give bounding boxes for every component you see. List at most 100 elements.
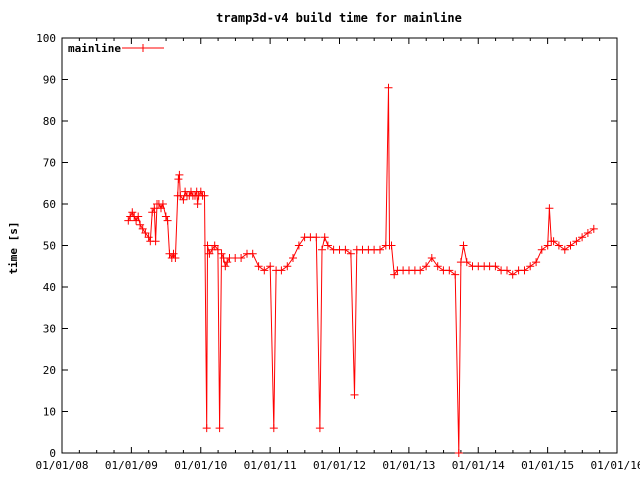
- data-point: [543, 241, 552, 250]
- data-point: [294, 241, 303, 250]
- data-point: [213, 245, 222, 254]
- legend-marker: [139, 44, 147, 52]
- y-tick-label: 20: [43, 364, 56, 377]
- data-point: [179, 195, 188, 204]
- data-point: [210, 241, 219, 250]
- data-point: [174, 175, 183, 184]
- data-point: [508, 270, 517, 279]
- data-point: [221, 262, 230, 271]
- data-point: [422, 262, 431, 271]
- data-point: [289, 254, 297, 262]
- data-point: [445, 266, 454, 275]
- data-point: [459, 241, 468, 250]
- data-point: [554, 241, 563, 250]
- data-point: [176, 191, 185, 200]
- data-point: [144, 233, 153, 242]
- y-tick-label: 90: [43, 74, 56, 87]
- data-point: [560, 245, 569, 254]
- data-point: [134, 212, 143, 221]
- data-point: [503, 266, 511, 275]
- y-tick-label: 100: [36, 32, 56, 45]
- data-point: [260, 266, 269, 275]
- chart-title: tramp3d-v4 build time for mainline: [216, 11, 462, 25]
- x-tick-label: 01/01/09: [105, 459, 158, 472]
- y-tick-label: 60: [43, 198, 56, 211]
- data-point: [451, 270, 460, 279]
- y-tick-label: 10: [43, 406, 56, 419]
- data-point: [196, 187, 205, 196]
- data-point: [202, 424, 211, 433]
- data-point: [583, 229, 592, 237]
- data-point: [283, 262, 292, 271]
- data-point: [549, 237, 558, 246]
- data-point: [545, 204, 554, 213]
- data-point: [237, 254, 246, 262]
- data-point: [141, 229, 150, 237]
- data-point: [433, 262, 442, 271]
- data-point: [454, 449, 463, 457]
- data-point: [171, 254, 180, 262]
- data-point: [163, 216, 172, 225]
- data-point: [537, 245, 546, 254]
- data-point: [215, 424, 224, 433]
- data-point: [387, 241, 396, 250]
- data-point: [462, 258, 471, 267]
- data-point: [124, 216, 133, 225]
- data-point: [491, 262, 500, 271]
- data-point: [161, 212, 170, 221]
- data-point: [248, 249, 257, 258]
- x-tick-label: 01/01/15: [521, 459, 574, 472]
- data-point: [158, 200, 167, 208]
- data-point: [390, 270, 399, 279]
- y-tick-label: 70: [43, 157, 56, 170]
- data-point: [320, 233, 329, 242]
- data-point: [589, 224, 598, 233]
- legend-label: mainline: [68, 42, 121, 55]
- data-point: [572, 237, 581, 246]
- data-point: [384, 83, 393, 92]
- data-point: [151, 237, 160, 246]
- data-point: [203, 241, 212, 250]
- data-point: [266, 262, 275, 271]
- x-tick-label: 01/01/08: [36, 459, 89, 472]
- data-point: [312, 233, 321, 242]
- data-point: [193, 200, 202, 208]
- data-point: [157, 204, 165, 213]
- data-point: [136, 220, 145, 229]
- y-tick-label: 30: [43, 323, 56, 336]
- y-axis-label: time [s]: [7, 222, 20, 275]
- x-tick-label: 01/01/11: [244, 459, 297, 472]
- x-tick-label: 01/01/16: [591, 459, 640, 472]
- data-point: [138, 224, 147, 233]
- legend: mainline: [68, 42, 164, 55]
- data-point: [254, 262, 263, 271]
- data-point: [150, 204, 159, 213]
- x-tick-label: 01/01/10: [174, 459, 227, 472]
- data-point: [323, 241, 332, 250]
- series-mainline: [124, 83, 598, 457]
- data-point: [169, 249, 178, 258]
- data-point: [532, 258, 541, 267]
- data-point: [416, 266, 425, 275]
- y-tick-label: 50: [43, 240, 56, 253]
- data-point: [427, 254, 436, 262]
- y-tick-label: 80: [43, 115, 56, 128]
- data-point: [269, 424, 278, 433]
- data-point: [175, 170, 184, 179]
- data-point: [148, 208, 157, 217]
- x-tick-label: 01/01/14: [452, 459, 505, 472]
- data-point: [578, 233, 587, 242]
- x-tick-label: 01/01/12: [313, 459, 366, 472]
- data-point: [200, 191, 209, 200]
- data-point: [132, 216, 141, 225]
- y-tick-label: 40: [43, 281, 56, 294]
- data-point: [341, 245, 350, 254]
- axis-ticks: 0 10 20 30 40 50 60 70 80 90 100 01/01/08 01/01/09 01…: [36, 32, 640, 472]
- data-point: [205, 249, 214, 258]
- data-point: [346, 249, 355, 258]
- data-point: [318, 245, 326, 254]
- data-point: [376, 245, 384, 254]
- data-point: [223, 258, 232, 267]
- data-point: [350, 390, 359, 399]
